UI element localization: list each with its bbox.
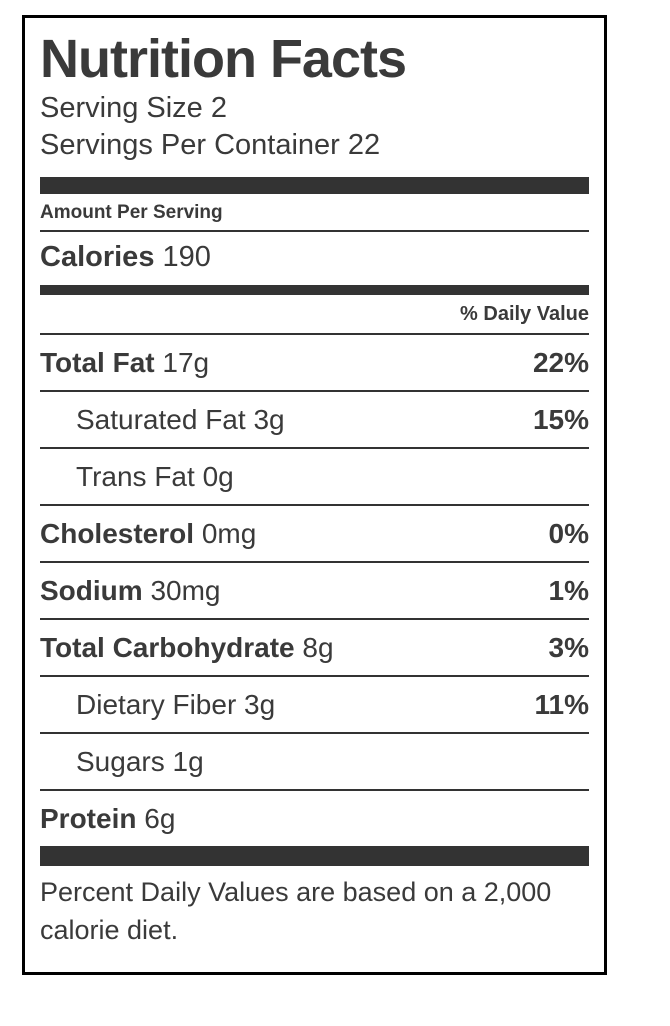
nutrient-name: Total Fat 17g (40, 347, 210, 379)
nutrient-percent: 1% (548, 575, 589, 607)
nutrient-row-sodium: Sodium 30mg 1% (40, 563, 589, 621)
calories-row: Calories 190 (40, 232, 589, 285)
servings-per-container: Servings Per Container 22 (40, 129, 381, 162)
daily-value-header: % Daily Value (40, 295, 589, 336)
serving-size: Serving Size 2 (40, 92, 227, 125)
nutrient-name: Saturated Fat 3g (76, 404, 285, 436)
label-title: Nutrition Facts (40, 29, 407, 89)
nutrient-amount: 0g (202, 461, 234, 493)
nutrient-row-dietary-fiber: Dietary Fiber 3g 11% (40, 677, 590, 735)
calories-value: 190 (162, 241, 211, 274)
calories-label: Calories (40, 241, 155, 274)
nutrient-row-trans-fat: Trans Fat 0g (40, 449, 589, 507)
nutrient-percent: 3% (548, 632, 589, 664)
nutrient-percent: 22% (532, 347, 589, 379)
nutrition-facts-label: Nutrition Facts Serving Size 2 Servings … (22, 15, 607, 975)
medium-separator (40, 285, 589, 296)
nutrient-name: Total Carbohydrate 8g (40, 632, 334, 664)
nutrient-percent: 11% (534, 689, 590, 721)
nutrient-amount: 0mg (201, 518, 257, 550)
nutrient-amount: 8g (302, 632, 334, 664)
nutrient-percent: 0% (548, 518, 589, 550)
nutrient-amount: 3g (253, 404, 285, 436)
nutrient-row-sugars: Sugars 1g (40, 734, 589, 792)
nutrient-row-total-fat: Total Fat 17g 22% (40, 335, 589, 393)
nutrient-amount: 1g (172, 746, 204, 778)
nutrient-amount: 30mg (150, 575, 221, 607)
nutrient-row-saturated-fat: Saturated Fat 3g 15% (40, 392, 589, 450)
thick-separator-top (40, 177, 589, 195)
nutrient-percent: 15% (532, 404, 589, 436)
thick-separator-bottom (40, 846, 589, 867)
nutrient-name: Sodium 30mg (40, 575, 221, 607)
footnote: Percent Daily Values are based on a 2,00… (40, 877, 552, 946)
nutrient-name: Dietary Fiber 3g (76, 689, 276, 721)
nutrient-name: Cholesterol 0mg (40, 518, 257, 550)
nutrient-row-protein: Protein 6g (40, 791, 589, 846)
nutrient-name: Sugars 1g (76, 746, 204, 778)
nutrient-row-cholesterol: Cholesterol 0mg 0% (40, 506, 589, 564)
nutrient-name: Trans Fat 0g (76, 461, 234, 493)
nutrient-row-total-carbohydrate: Total Carbohydrate 8g 3% (40, 620, 589, 678)
amount-per-serving-label: Amount Per Serving (40, 194, 589, 233)
nutrient-name: Protein 6g (40, 803, 176, 835)
nutrient-amount: 6g (144, 803, 176, 835)
nutrient-amount: 3g (244, 689, 276, 721)
nutrient-amount: 17g (162, 347, 210, 379)
